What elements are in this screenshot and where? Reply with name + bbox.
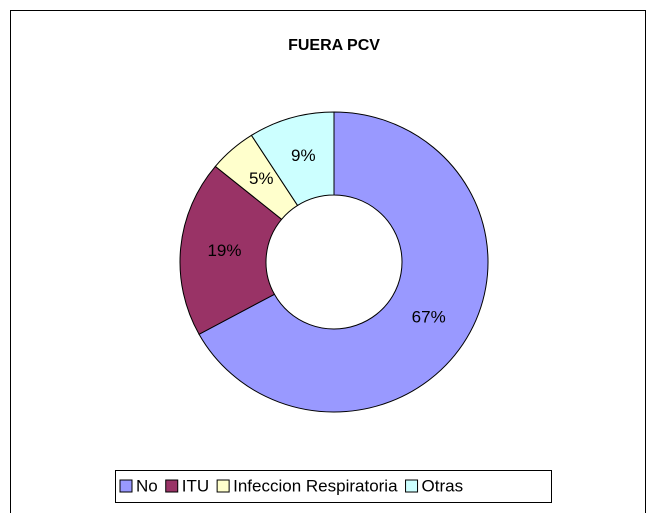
legend-swatch [216,479,230,493]
legend-label: Infeccion Respiratoria [233,476,398,495]
donut-slice [250,111,335,207]
donut-slice [198,111,489,413]
data-label: 9% [291,146,316,165]
legend-label: Otras [422,476,464,495]
legend-swatch [119,479,133,493]
legend-label: ITU [182,476,209,495]
data-label: 19% [207,241,241,260]
chart-title: FUERA PCV [288,37,380,54]
data-label: 5% [249,169,274,188]
legend-swatch [165,479,179,493]
donut-slice [179,165,283,335]
legend-label: No [136,476,158,495]
data-label: 67% [412,307,446,326]
chart-frame [10,10,646,513]
legend-swatch [405,479,419,493]
legend-box [115,470,552,503]
